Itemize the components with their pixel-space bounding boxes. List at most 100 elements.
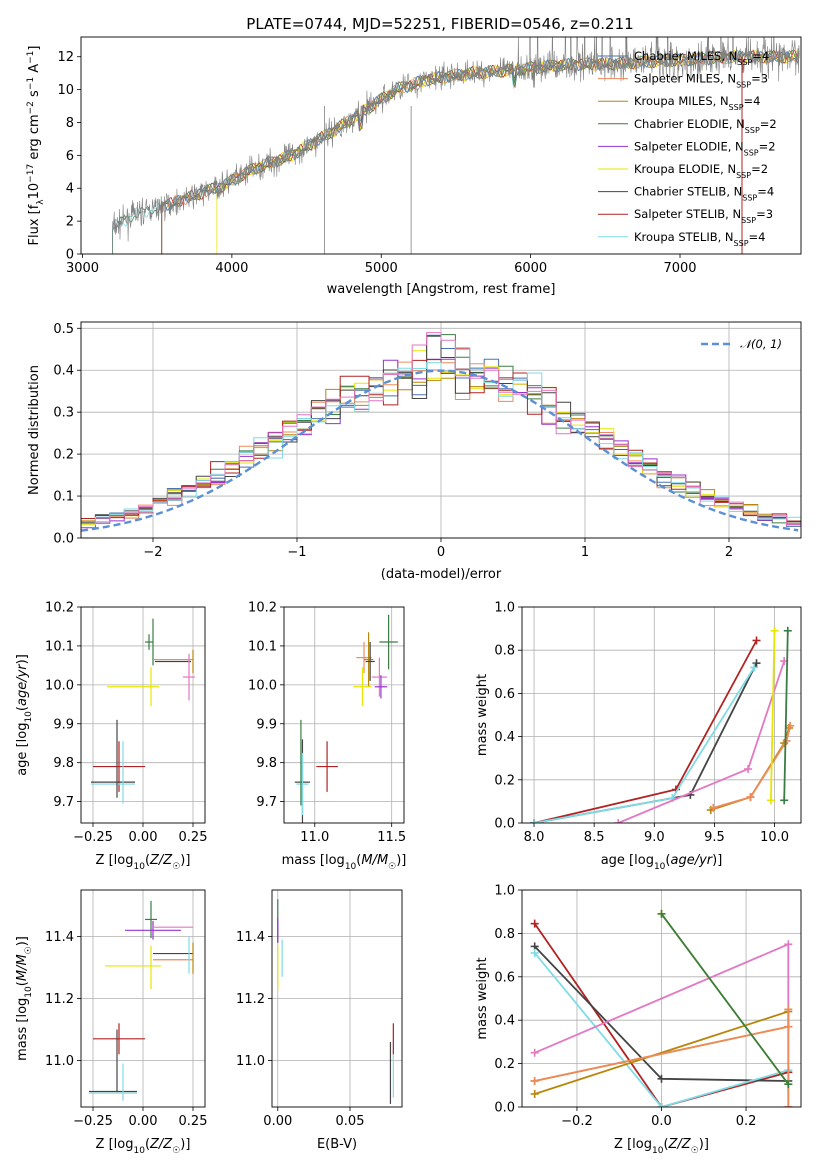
weight-series-line <box>783 630 789 801</box>
x-axis-label: age [log10(age/yr)] <box>601 853 723 872</box>
y-tick-label: 1.0 <box>494 884 515 899</box>
y-axis-label: Flux [fλ10−17 erg cm−2 s−1 A−1] <box>26 46 46 246</box>
legend-entry: Salpeter STELIB, NSSP=3 <box>634 207 773 225</box>
y-tick-label: 0.4 <box>494 1014 515 1029</box>
mass_vs_EBV-plot-area <box>272 890 402 1107</box>
x-tick-label: 8.5 <box>584 830 605 845</box>
x-tick-label: 9.0 <box>644 830 665 845</box>
y-tick-label: 6 <box>66 149 74 164</box>
x-axis-label: wavelength [Angstrom, rest frame] <box>327 282 556 297</box>
y-tick-label: 0.6 <box>494 970 515 985</box>
errorbar-point <box>125 921 181 940</box>
y-tick-label: 0 <box>66 248 74 263</box>
y-tick-label: 11.0 <box>45 1054 74 1069</box>
axes-frame <box>80 321 802 539</box>
x-tick-label: 3000 <box>66 261 99 276</box>
x-tick-label: −0.25 <box>73 1114 113 1129</box>
weight-marker <box>784 1103 793 1107</box>
mass_vs_Z-plot-area <box>81 890 205 1107</box>
weight-marker <box>530 1076 539 1085</box>
weight-series-line <box>533 923 789 1107</box>
weight-marker <box>752 636 761 645</box>
y-tick-label: 0.3 <box>53 406 74 421</box>
x-tick-label: 7000 <box>663 261 696 276</box>
weight-marker <box>657 909 666 918</box>
axes-frame <box>80 889 206 1108</box>
weight-marker <box>784 940 793 949</box>
x-tick-label: 2 <box>725 545 733 560</box>
axes-frame <box>521 606 802 824</box>
x-tick-label: −1 <box>287 545 306 560</box>
x-tick-label: 0.0 <box>651 1114 672 1129</box>
weight-marker <box>530 1089 539 1098</box>
weight-marker <box>744 765 753 773</box>
errorbar-point <box>145 634 153 650</box>
y-tick-label: 0.0 <box>53 532 74 547</box>
weight-marker <box>709 803 718 812</box>
y-tick-label: 9.9 <box>53 717 74 732</box>
y-tick-label: 2 <box>66 215 74 230</box>
x-tick-label: 0.2 <box>736 1114 757 1129</box>
mass_vs_Z-panel: −0.25 0.00 0.25 11.0 11.2 11.4 Z [log10(Z/Z☉)]… <box>15 889 208 1156</box>
x-tick-label: 1 <box>581 545 589 560</box>
errorbar-point <box>374 675 388 699</box>
weight-marker <box>783 626 792 635</box>
errorbar-point <box>296 752 309 816</box>
x-axis-label: Z [log10(Z/Z☉)] <box>96 853 191 872</box>
axes-frame <box>271 889 403 1108</box>
y-tick-label: 4 <box>66 182 74 197</box>
legend-entry: Chabrier ELODIE, NSSP=2 <box>634 117 777 135</box>
y-tick-label: 0.8 <box>494 644 515 659</box>
weight-marker <box>782 736 791 745</box>
errorbar-point <box>93 741 145 792</box>
weight-marker <box>530 819 539 823</box>
weight-marker <box>784 1080 793 1089</box>
y-tick-label: 0.0 <box>494 1101 515 1116</box>
x-axis-label: mass [log10(M/M☉)] <box>282 853 407 872</box>
weight-marker <box>530 948 539 957</box>
weight-marker <box>752 659 761 668</box>
weight-marker <box>784 1005 793 1014</box>
y-tick-label: 9.8 <box>256 756 277 771</box>
y-tick-label: 0.1 <box>53 490 74 505</box>
weight-marker <box>657 1103 666 1107</box>
y-tick-label: 10.0 <box>45 678 74 693</box>
weight-marker <box>786 721 795 730</box>
weight-marker <box>530 1048 539 1057</box>
weight-series-line <box>534 1009 790 1107</box>
weight_vs_Z-plot-area <box>522 890 801 1107</box>
x-axis-label: Z [log10(Z/Z☉)] <box>614 1137 709 1156</box>
y-tick-label: 9.7 <box>53 795 74 810</box>
axes-frame <box>521 889 802 1108</box>
residual-histogram <box>81 332 801 538</box>
weight-series-line <box>712 725 792 809</box>
errorbar-point <box>365 642 375 681</box>
y-tick-label: 0.4 <box>53 364 74 379</box>
y-tick-label: 11.0 <box>236 1054 265 1069</box>
y-tick-label: 0.2 <box>494 1057 515 1072</box>
y-axis-label: mass weight <box>475 957 490 1039</box>
y-tick-label: 10.1 <box>248 639 277 654</box>
x-tick-label: 0.05 <box>336 1114 365 1129</box>
x-tick-label: 10.0 <box>760 830 789 845</box>
y-tick-label: 9.9 <box>256 717 277 732</box>
x-tick-label: 11.0 <box>300 830 329 845</box>
gaussian-curve <box>81 369 799 532</box>
weight-marker <box>766 796 775 805</box>
x-tick-label: 0.25 <box>179 1114 208 1129</box>
residuals-panel: −2 −1 0 1 2 0.0 0.1 0.2 0.3 0.4 0.5 𝒩(0, 1) (data-mo… <box>27 321 802 582</box>
errorbar-point <box>183 653 195 701</box>
x-tick-label: −0.2 <box>561 1114 593 1129</box>
weight_vs_age-plot-area <box>522 607 801 823</box>
errorbar-point <box>353 667 372 707</box>
x-tick-label: 11.5 <box>377 830 406 845</box>
weight-marker <box>784 1022 793 1031</box>
spectrum-plot-area <box>112 37 800 254</box>
y-axis-label: mass [log10(M/M☉)] <box>15 936 34 1061</box>
y-axis-label: age [log10(age/yr)] <box>15 654 34 776</box>
weight-marker <box>750 663 759 672</box>
axes-frame <box>283 606 405 824</box>
y-tick-label: 11.2 <box>45 992 74 1007</box>
errorbar-point <box>93 1023 145 1055</box>
errorbar-point <box>364 632 374 687</box>
